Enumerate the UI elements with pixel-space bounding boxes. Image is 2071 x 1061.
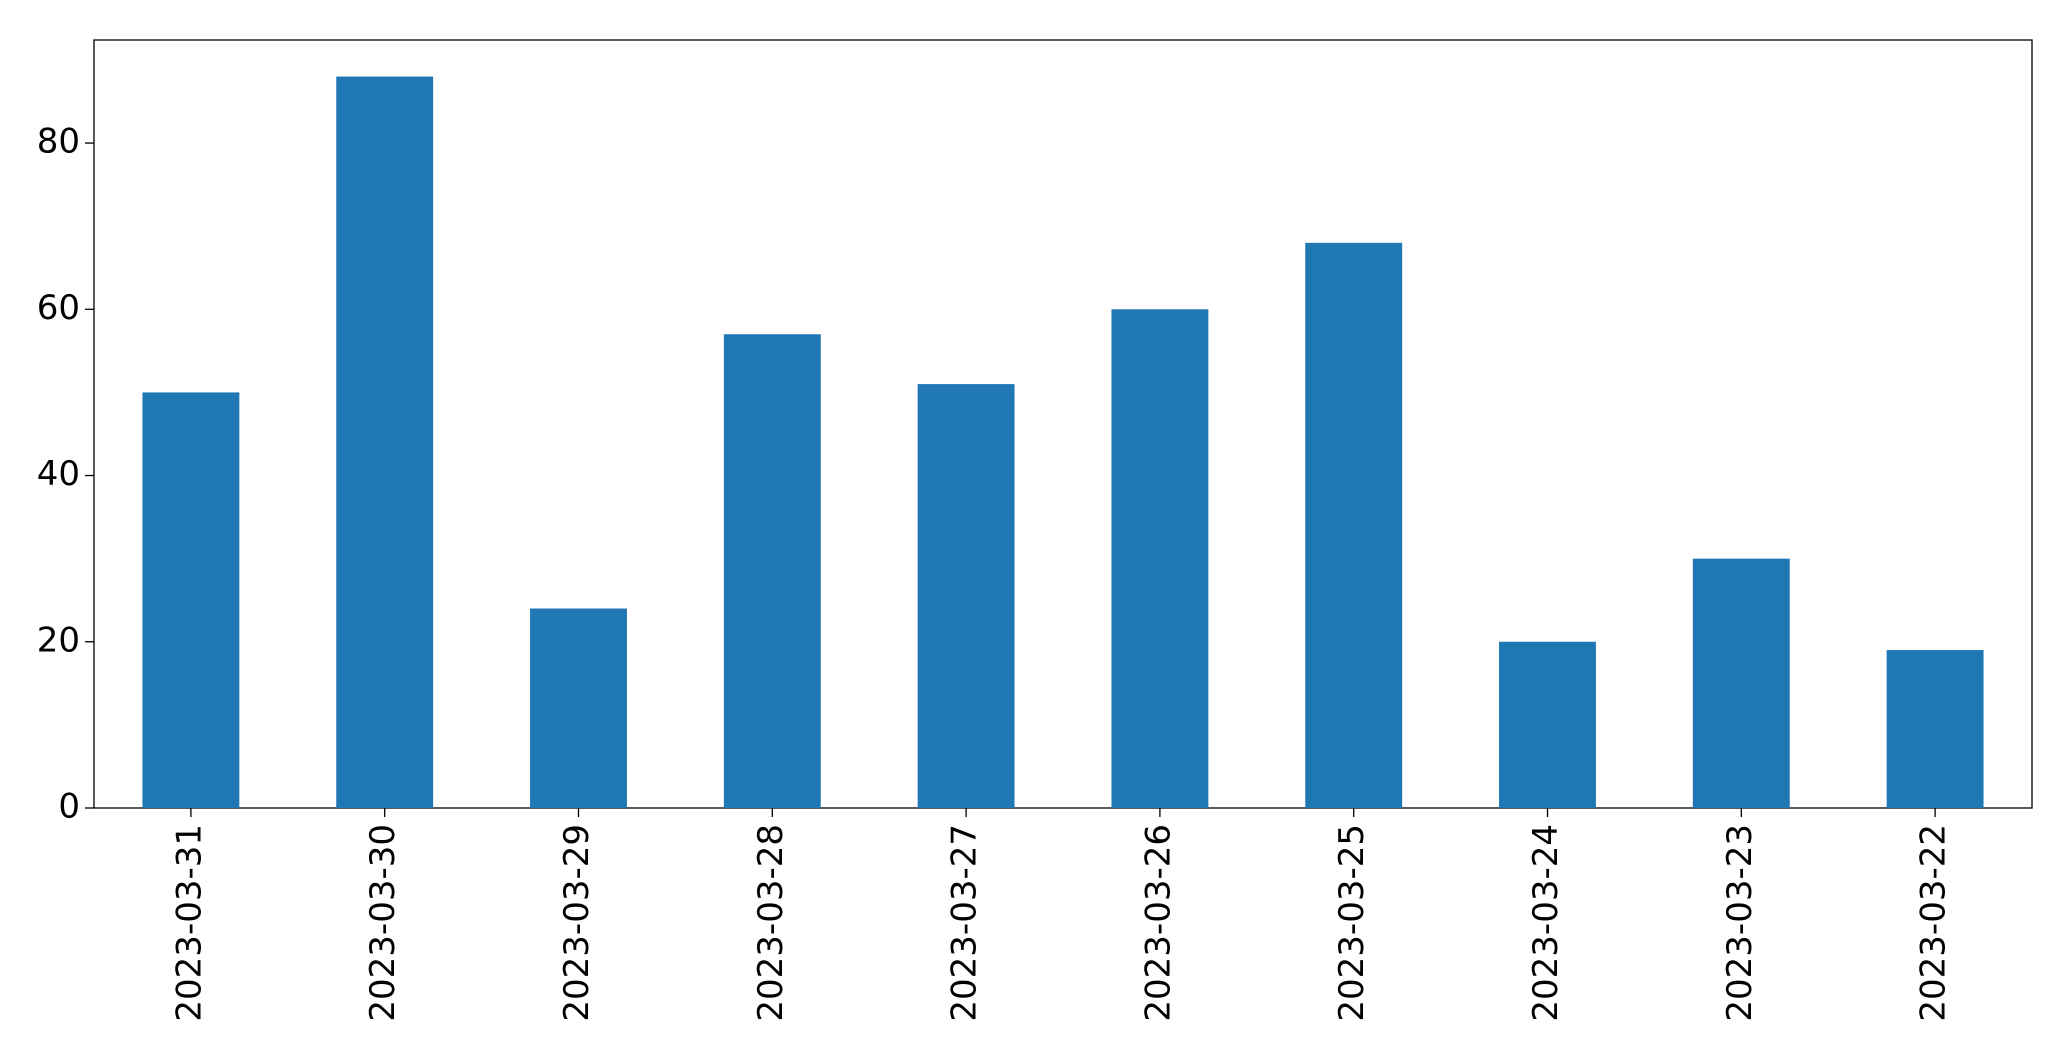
- x-tick-label: 2023-03-31: [169, 824, 209, 1022]
- x-tick-label: 2023-03-25: [1332, 824, 1372, 1022]
- x-tick-label: 2023-03-30: [363, 824, 403, 1022]
- bar: [917, 384, 1015, 808]
- y-tick-label: 20: [37, 620, 80, 660]
- y-tick-label: 60: [37, 288, 80, 328]
- x-tick-label: 2023-03-23: [1720, 824, 1760, 1022]
- x-tick-label: 2023-03-28: [751, 824, 791, 1022]
- bar: [1111, 309, 1209, 808]
- bar: [142, 392, 240, 808]
- x-tick-label: 2023-03-22: [1914, 824, 1954, 1022]
- x-tick-label: 2023-03-29: [557, 824, 597, 1022]
- bar: [1692, 558, 1790, 808]
- bar: [1886, 650, 1984, 808]
- bar: [1305, 242, 1403, 809]
- bar: [336, 76, 434, 809]
- x-tick-label: 2023-03-26: [1138, 824, 1178, 1022]
- bar: [530, 608, 627, 808]
- x-tick-label: 2023-03-27: [945, 824, 985, 1022]
- y-tick-label: 40: [37, 454, 80, 494]
- y-tick-label: 0: [58, 787, 80, 827]
- bar: [1499, 641, 1596, 808]
- x-tick-label: 2023-03-24: [1526, 824, 1566, 1022]
- y-tick-label: 80: [37, 122, 80, 162]
- plot-frame: [93, 39, 2033, 809]
- bar: [723, 334, 821, 808]
